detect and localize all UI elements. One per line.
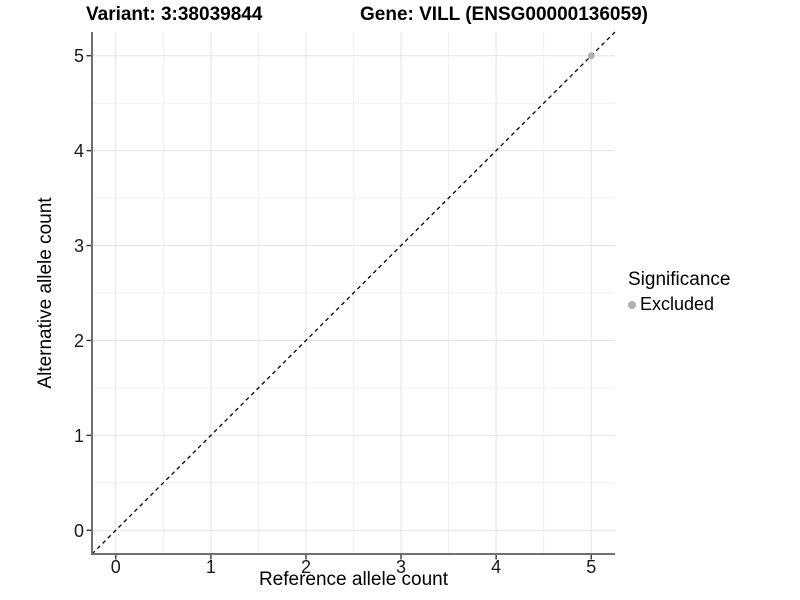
legend-item-excluded: Excluded: [628, 294, 730, 315]
svg-text:0: 0: [111, 557, 121, 577]
axis-ticks: [86, 55, 592, 560]
svg-text:4: 4: [74, 141, 84, 161]
legend: Significance Excluded: [628, 269, 730, 315]
svg-text:3: 3: [396, 557, 406, 577]
identity-dashed-line: [91, 31, 616, 555]
svg-text:3: 3: [74, 236, 84, 256]
legend-point-icon: [628, 300, 636, 309]
svg-text:2: 2: [74, 331, 84, 351]
svg-text:1: 1: [74, 426, 84, 446]
y-axis-title: Alternative allele count: [35, 197, 56, 389]
svg-text:4: 4: [491, 557, 501, 577]
data-points: [587, 52, 595, 60]
plot-title-gene: Gene: VILL (ENSG00000136059): [360, 4, 648, 25]
svg-text:5: 5: [74, 46, 84, 66]
x-axis-title: Reference allele count: [258, 569, 449, 590]
axis-tick-labels: 0 1 2 3 4 5 0 1 2 3 4 5: [74, 46, 596, 577]
gridlines-major: [92, 32, 615, 554]
svg-text:0: 0: [74, 521, 84, 541]
data-point-excluded: [587, 52, 595, 60]
plot-title-variant: Variant: 3:38039844: [86, 4, 263, 25]
legend-item-label: Excluded: [640, 294, 715, 314]
legend-title: Significance: [628, 269, 731, 290]
svg-text:2: 2: [301, 557, 311, 577]
svg-text:1: 1: [206, 557, 216, 577]
gridlines-minor: [92, 32, 615, 554]
svg-text:5: 5: [586, 557, 596, 577]
